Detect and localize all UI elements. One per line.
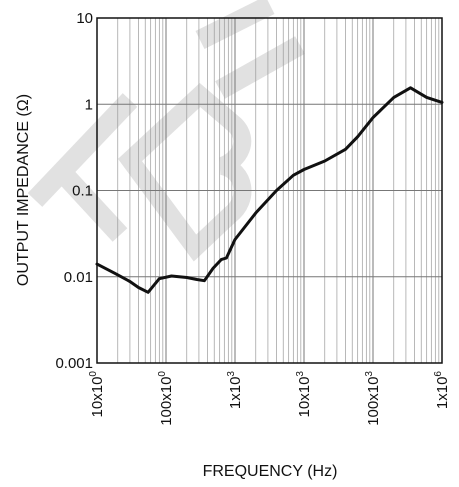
y-tick-label: 0.1 (72, 183, 93, 200)
y-tick-label: 0.001 (55, 355, 93, 372)
x-axis-title: FREQUENCY (Hz) (203, 463, 338, 480)
y-tick-label: 0.01 (64, 269, 93, 286)
watermark-b-shape (117, 82, 252, 262)
x-tick-label: 100x103 (364, 371, 382, 426)
x-tick-label: 100x100 (157, 371, 175, 426)
x-tick-label: 10x100 (88, 371, 106, 418)
x-tick-label: 1x106 (433, 371, 451, 410)
x-tick-label: 1x103 (226, 371, 244, 410)
x-tick-label: 10x103 (295, 371, 313, 418)
watermark (27, 0, 305, 262)
y-axis-title: OUTPUT IMPEDANCE (Ω) (15, 94, 32, 286)
y-tick-label: 10 (76, 10, 93, 27)
x-tick-labels: 10x100 100x100 1x103 10x103 100x103 1x106 (88, 371, 451, 426)
y-tick-label: 1 (85, 96, 93, 113)
series-line (95, 86, 444, 294)
grid (96, 17, 442, 364)
watermark-k-stroke (27, 93, 138, 242)
y-tick-labels: 0.001 0.01 0.1 1 10 (55, 10, 93, 372)
plot-frame (96, 17, 443, 364)
